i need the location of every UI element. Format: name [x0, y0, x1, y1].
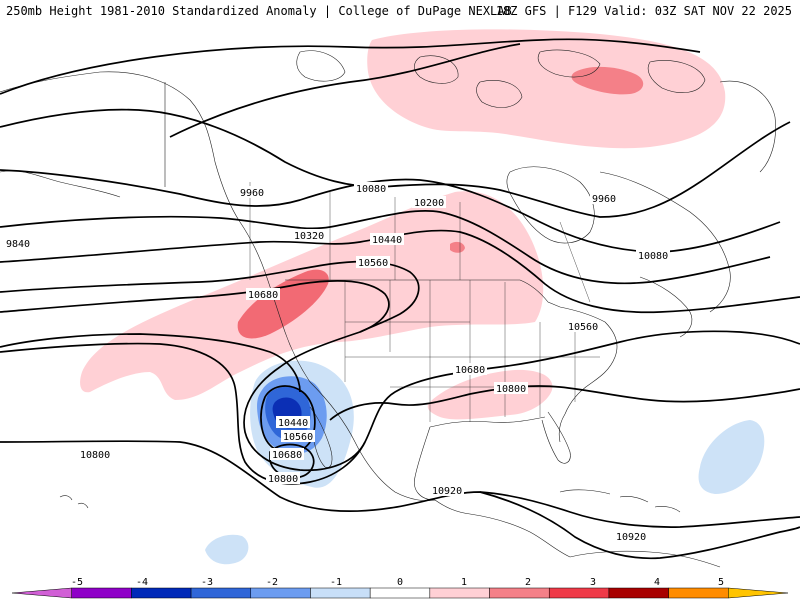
contour-label: 10800 [266, 472, 300, 485]
svg-text:10680: 10680 [248, 290, 278, 301]
svg-text:10680: 10680 [455, 365, 485, 376]
svg-text:10680: 10680 [272, 450, 302, 461]
contour-labels: 9960 10080 9960 9840 10200 [4, 182, 670, 543]
contour-label: 10680 [246, 288, 280, 301]
svg-text:10440: 10440 [278, 418, 308, 429]
height-contours [0, 38, 800, 560]
map-title: 250mb Height 1981-2010 Standardized Anom… [6, 4, 512, 18]
colorbar-label: 2 [525, 577, 531, 588]
colorbar-tile [548, 587, 610, 599]
anomaly-colorbar: -5 -4 -3 -2 -1 0 1 2 3 4 5 [0, 576, 800, 600]
colorbar-tile [250, 587, 311, 599]
colorbar-tile [190, 587, 252, 599]
svg-text:10920: 10920 [616, 532, 646, 543]
colorbar-label: -3 [201, 577, 213, 588]
svg-text:9960: 9960 [240, 188, 264, 199]
colorbar-label: -1 [330, 577, 342, 588]
colorbar-tile [131, 587, 192, 599]
svg-text:10200: 10200 [414, 198, 444, 209]
contour-label: 10200 [412, 196, 446, 209]
svg-text:10440: 10440 [372, 235, 402, 246]
contour-label: 10440 [370, 233, 404, 246]
svg-text:9840: 9840 [6, 239, 30, 250]
anomaly-negative-pacific [205, 534, 249, 565]
map-canvas: 9960 10080 9960 9840 10200 [0, 29, 800, 568]
anomaly-shading [80, 29, 765, 565]
anomaly-map: 9960 10080 9960 9840 10200 [0, 22, 800, 577]
colorbar-label: 3 [590, 577, 596, 588]
colorbar-tile [668, 587, 729, 599]
colorbar-tiles [11, 587, 789, 599]
contour-label: 10080 [354, 182, 388, 195]
colorbar-label: 1 [461, 577, 467, 588]
colorbar-label: -5 [71, 577, 83, 588]
contour-label: 10680 [270, 448, 304, 461]
contour-label: 10560 [566, 320, 600, 333]
contour-label: 10560 [281, 430, 315, 443]
svg-text:10080: 10080 [356, 184, 386, 195]
anomaly-positive-west-core [237, 269, 329, 339]
contour-label: 9960 [590, 192, 620, 205]
svg-text:10800: 10800 [80, 450, 110, 461]
colorbar-tile [71, 587, 132, 599]
contour-label: 9840 [4, 237, 32, 250]
colorbar-tile [608, 587, 669, 599]
anomaly-positive-gulf [427, 369, 553, 420]
colorbar-svg: -5 -4 -3 -2 -1 0 1 2 3 4 5 [11, 577, 789, 599]
contour-label: 10800 [494, 382, 528, 395]
svg-text:10560: 10560 [568, 322, 598, 333]
colorbar-label: 5 [718, 577, 724, 588]
colorbar-label: -4 [136, 577, 148, 588]
anomaly-negative-atlantic [698, 420, 765, 494]
svg-text:10920: 10920 [432, 486, 462, 497]
svg-text:10800: 10800 [496, 384, 526, 395]
colorbar-tile [369, 587, 431, 599]
svg-text:10080: 10080 [638, 251, 668, 262]
colorbar-labels: -5 -4 -3 -2 -1 0 1 2 3 4 5 [71, 577, 724, 588]
svg-text:10560: 10560 [358, 258, 388, 269]
contour-label: 10560 [356, 256, 390, 269]
contour-label: 10800 [78, 448, 112, 461]
colorbar-tile [310, 587, 371, 599]
svg-text:10800: 10800 [268, 474, 298, 485]
colorbar-label: 4 [654, 577, 660, 588]
contour-label: 10440 [276, 416, 310, 429]
anomaly-positive-lakes-core [450, 241, 465, 253]
geography [0, 49, 776, 568]
anomaly-positive-canada-core [571, 66, 644, 95]
contour-label: 10920 [430, 484, 464, 497]
svg-text:10320: 10320 [294, 231, 324, 242]
model-run-info: 18Z GFS | F129 Valid: 03Z SAT NOV 22 202… [495, 4, 792, 18]
contour-label: 9960 [238, 186, 266, 199]
colorbar-tile [489, 587, 550, 599]
contour-label: 10320 [292, 229, 326, 242]
contour-label: 10080 [636, 249, 670, 262]
svg-text:10560: 10560 [283, 432, 313, 443]
colorbar-label: -2 [266, 577, 278, 588]
colorbar-tile [728, 587, 789, 599]
contour-label: 10920 [614, 530, 648, 543]
svg-text:9960: 9960 [592, 194, 616, 205]
colorbar-tile [429, 587, 490, 599]
contour-label: 10680 [453, 363, 487, 376]
colorbar-tile [11, 587, 72, 599]
colorbar-label: 0 [397, 577, 403, 588]
